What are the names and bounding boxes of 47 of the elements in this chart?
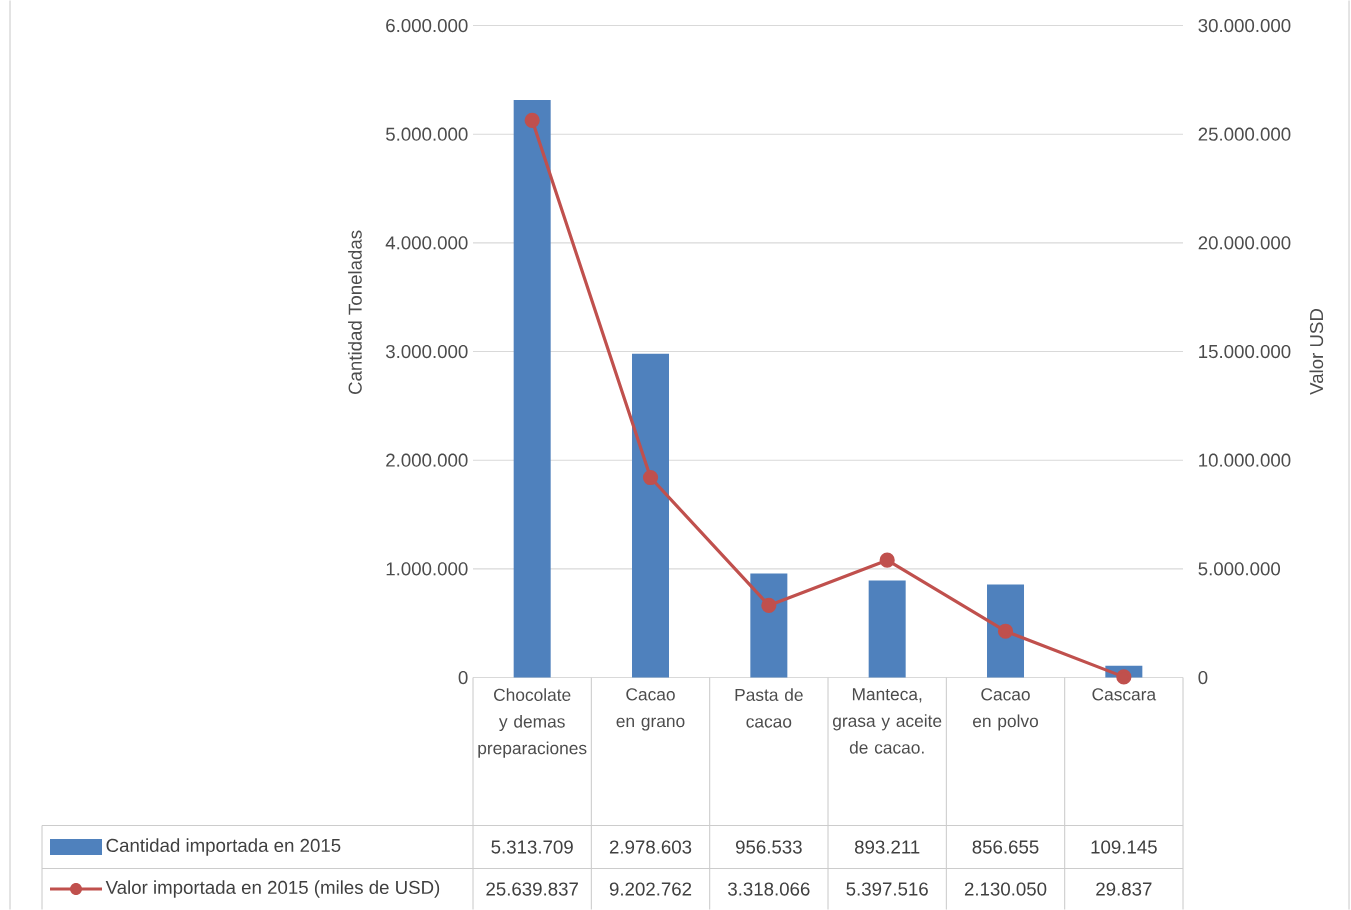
y-tick-label: 4.000.000 bbox=[385, 236, 468, 250]
data-label: 856.655 bbox=[972, 840, 1039, 854]
data-label: 29.837 bbox=[1096, 882, 1152, 896]
point bbox=[879, 552, 895, 568]
y-tick-label: 2.000.000 bbox=[386, 453, 468, 467]
legend-label: Cantidad importada en 2015 bbox=[106, 838, 341, 856]
bar bbox=[750, 573, 788, 678]
bar bbox=[632, 353, 670, 678]
y-tick-label: 0 bbox=[458, 670, 468, 685]
data-label: 956.533 bbox=[735, 840, 802, 854]
data-label: 2.978.603 bbox=[609, 840, 692, 854]
point bbox=[761, 597, 777, 613]
point bbox=[997, 623, 1014, 639]
x-tick-label: Cascara bbox=[1092, 688, 1157, 701]
data-label: 2.130.050 bbox=[964, 882, 1047, 896]
data-label: 3.318.066 bbox=[728, 882, 810, 896]
y-tick-label: 1.000.000 bbox=[386, 562, 468, 576]
y2-tick-label: 0 bbox=[1198, 670, 1208, 685]
y-tick-label: 5.000.000 bbox=[386, 127, 468, 141]
x-tick-label: Pasta de cacao bbox=[735, 688, 803, 728]
bar bbox=[987, 584, 1025, 678]
data-label: 5.397.516 bbox=[846, 882, 928, 896]
point bbox=[642, 469, 659, 486]
y-tick-label: 6.000.000 bbox=[386, 18, 468, 33]
y2-tick-label: 10.000.000 bbox=[1199, 453, 1291, 467]
bar bbox=[513, 100, 551, 678]
y-tick-label: 3.000.000 bbox=[385, 344, 468, 359]
y2-tick-label: 30.000.000 bbox=[1198, 18, 1291, 33]
bar bbox=[868, 580, 906, 678]
data-label: 25.639.837 bbox=[486, 882, 578, 896]
data-label: 9.202.762 bbox=[609, 882, 692, 896]
x-tick-label: Chocolate y demas preparaciones bbox=[478, 688, 587, 758]
data-label: 893.211 bbox=[854, 840, 920, 854]
y2-axis-title: Valor USD bbox=[1309, 309, 1324, 395]
x-tick-label: Manteca, grasa y aceite de cacao. bbox=[832, 688, 942, 754]
y2-tick-label: 20.000.000 bbox=[1198, 236, 1291, 250]
x-tick-label: Cacao en polvo bbox=[973, 688, 1039, 731]
y2-tick-label: 5.000.000 bbox=[1198, 562, 1281, 576]
data-label: 5.313.709 bbox=[491, 840, 573, 854]
y2-tick-label: 25.000.000 bbox=[1198, 127, 1291, 141]
point bbox=[524, 112, 540, 128]
data-label: 109.145 bbox=[1091, 840, 1157, 854]
legend-label: Valor importada en 2015 (miles de USD) bbox=[105, 880, 440, 898]
point bbox=[1116, 669, 1132, 685]
y-axis-title: Cantidad Toneladas bbox=[348, 230, 362, 394]
x-tick-label: Cacao en grano bbox=[616, 688, 685, 731]
y2-tick-label: 15.000.000 bbox=[1199, 344, 1291, 359]
